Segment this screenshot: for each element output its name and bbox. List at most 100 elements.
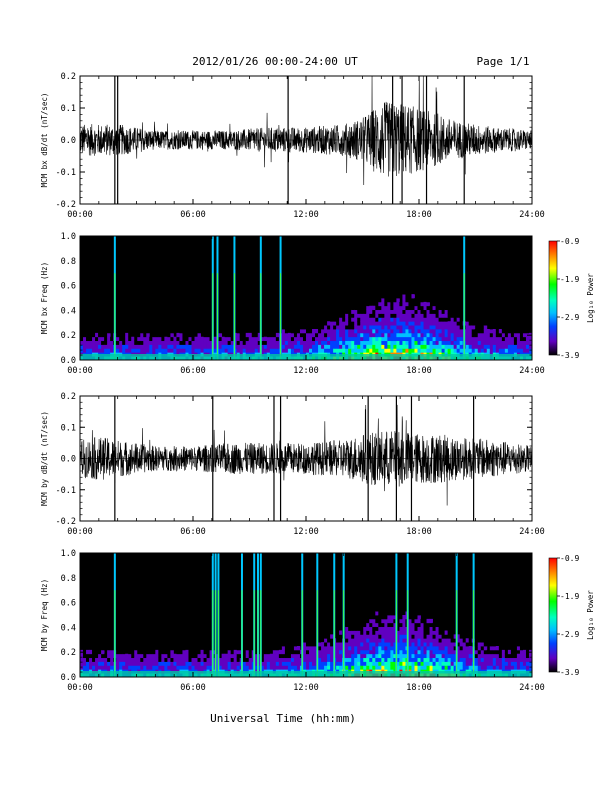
- spectrogram-cell: [296, 646, 301, 651]
- spectrogram-cell: [378, 340, 382, 345]
- spectrogram-cell: [528, 661, 533, 666]
- spectrogram-cell: [393, 638, 397, 643]
- spectrogram-cell: [218, 344, 223, 349]
- spectrogram-cell: [360, 332, 364, 338]
- spectrogram-cell: [378, 657, 382, 662]
- spectrogram-cell: [504, 661, 509, 666]
- spectrogram-cell: [263, 340, 268, 345]
- spectrogram-cell: [423, 665, 427, 670]
- spectrogram-cell: [149, 336, 153, 342]
- spectrogram-cell: [435, 638, 439, 643]
- spectrogram-cell: [435, 630, 439, 635]
- spectrogram-cell: [369, 642, 373, 647]
- spectrogram-cell: [324, 332, 328, 338]
- spectrogram-cell: [522, 336, 527, 342]
- spectrogram-cell: [318, 646, 322, 651]
- spectrogram-cell: [459, 317, 464, 322]
- spectrogram-cell: [281, 348, 286, 353]
- spectrogram-cell: [399, 332, 403, 338]
- spectrogram-cell: [122, 661, 126, 666]
- spectrogram-cell: [372, 305, 376, 311]
- spectrogram-cell: [230, 657, 235, 662]
- spectrogram-cell: [489, 340, 494, 345]
- spectrogram-cell: [384, 649, 388, 655]
- spectrogram-cell: [372, 317, 376, 322]
- spectrogram-cell: [182, 646, 186, 651]
- spectrogram-cell: [363, 321, 367, 326]
- spectrogram-cell: [366, 332, 370, 338]
- spectrogram-cell: [483, 657, 488, 662]
- spectrogram-cell: [203, 340, 207, 345]
- spectrogram-cell: [468, 653, 473, 659]
- spectrogram-cell: [137, 348, 141, 353]
- spectrogram-cell: [281, 657, 286, 662]
- spectrogram-cell: [459, 665, 464, 670]
- spectrogram-cell: [366, 649, 370, 655]
- spectrogram-cell: [411, 298, 415, 303]
- spectrogram-cell: [411, 336, 415, 342]
- spectrogram-cell: [480, 336, 485, 342]
- spectrogram-cell: [417, 313, 421, 318]
- spectrogram-cell: [366, 622, 370, 628]
- spectrogram-cell: [399, 657, 403, 662]
- spectrogram-cell: [149, 344, 153, 349]
- spectrogram-cell: [366, 642, 370, 647]
- spectrogram-cell: [504, 649, 509, 655]
- spectrogram-cell: [360, 325, 364, 330]
- spectrogram-cell: [266, 329, 271, 334]
- spectrogram-cell: [372, 622, 376, 628]
- spectrogram-cell: [513, 348, 518, 353]
- spectrogram-cell: [501, 344, 506, 349]
- spectrogram-cell: [414, 653, 418, 659]
- spectrogram-cell: [185, 329, 189, 334]
- spectrogram-cell: [128, 649, 132, 655]
- spectrogram-cell: [441, 336, 446, 342]
- spectrogram-cell: [290, 657, 295, 662]
- spectrogram-cell: [393, 325, 397, 330]
- spectrogram-cell: [453, 336, 458, 342]
- spectrogram-cell: [507, 665, 512, 670]
- spectrogram-cell: [390, 587, 394, 593]
- spectrogram-cell: [104, 336, 108, 342]
- spectrogram-cell: [465, 649, 470, 655]
- y-tick-label: -0.2: [56, 200, 76, 210]
- spectrogram-cell: [284, 340, 289, 345]
- spectrogram-cell: [456, 313, 461, 318]
- spectrogram-cell: [396, 348, 400, 353]
- spectrogram-cell: [516, 332, 521, 338]
- spectrogram-cell: [357, 646, 361, 651]
- spectrogram-cell: [312, 661, 316, 666]
- y-tick-label: 0.2: [61, 392, 76, 402]
- spectrogram-cell: [372, 653, 376, 659]
- spectrogram-cell: [272, 646, 277, 651]
- spectrogram-cell: [327, 642, 331, 647]
- spectrogram-cell: [233, 653, 238, 659]
- bx-dbdt-panel: 00:00 06:00 12:00 18:00 24:00-0.2-0.10.00.10…: [40, 72, 545, 220]
- spectrogram-cell: [453, 313, 458, 318]
- spectrogram-cell: [459, 653, 464, 659]
- spectrogram-cell: [441, 298, 446, 303]
- spectrogram-cell: [429, 626, 433, 631]
- spectrogram-cell: [528, 340, 533, 345]
- spectrogram-cell: [366, 305, 370, 311]
- spectrogram-cell: [342, 348, 346, 353]
- spectrogram-cell: [396, 642, 400, 647]
- spectrogram-cell: [95, 344, 99, 349]
- spectrogram-cell: [296, 661, 301, 666]
- spectrogram-cell: [242, 340, 247, 345]
- spectrogram-cell: [269, 653, 274, 659]
- spectrogram-cell: [119, 329, 123, 334]
- spectrogram-cell: [230, 336, 235, 342]
- spectrogram-cell: [465, 661, 470, 666]
- spectrogram-cell: [465, 642, 470, 647]
- spectrogram-cell: [209, 665, 213, 670]
- spectrogram-cell: [107, 653, 111, 659]
- spectrogram-cell: [378, 305, 382, 311]
- spectrogram-cell: [411, 630, 415, 635]
- spectrogram-cell: [375, 332, 379, 338]
- spectrogram-cell: [357, 348, 361, 353]
- spectrogram-cell: [441, 344, 446, 349]
- spectrogram-cell: [158, 332, 162, 338]
- spectrogram-cell: [257, 336, 262, 342]
- spectrogram-cell: [296, 329, 301, 334]
